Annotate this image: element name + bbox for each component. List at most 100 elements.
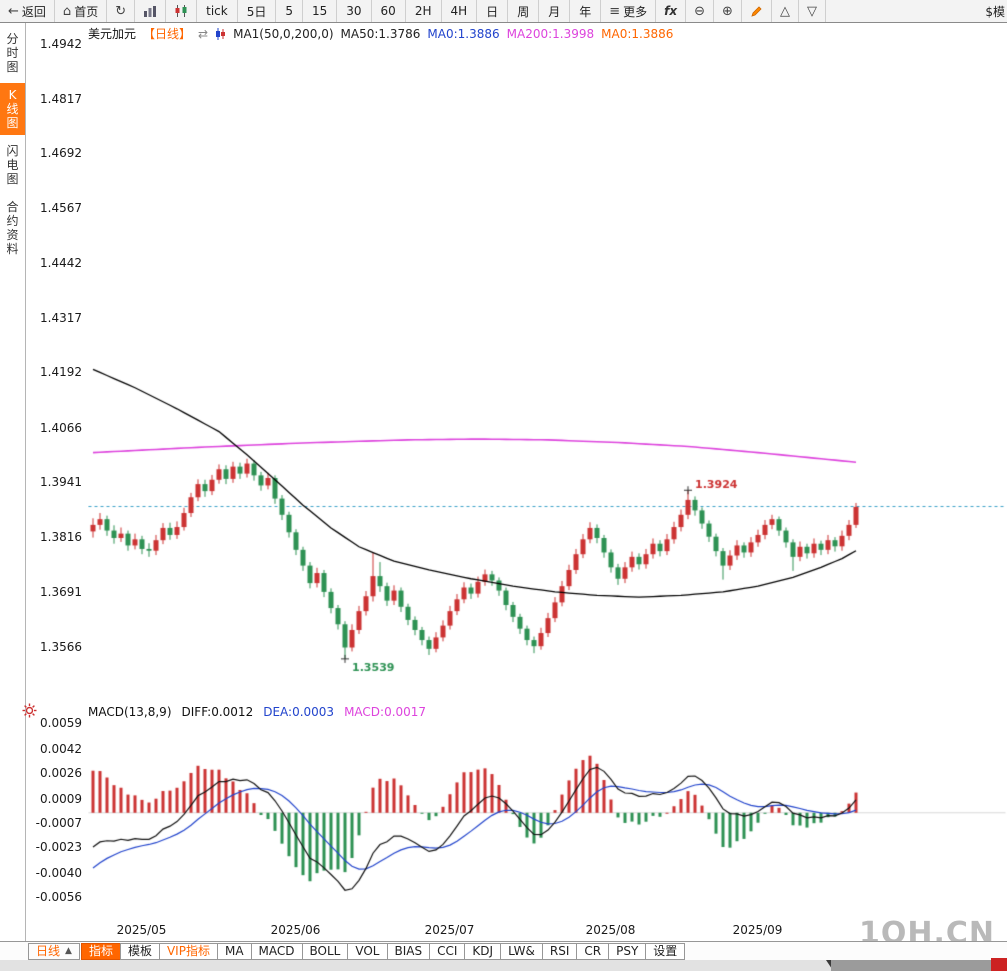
- draw-tool-button[interactable]: [742, 0, 772, 22]
- timeshare-chart-button[interactable]: [135, 0, 167, 22]
- period-2h-button[interactable]: 2H: [406, 0, 442, 22]
- price-axis-label: 1.3691: [40, 584, 82, 599]
- price-axis-label: 1.4442: [40, 255, 82, 270]
- period-15-button[interactable]: 15: [303, 0, 338, 22]
- period-60-button-label: 60: [380, 4, 396, 18]
- period-week-button[interactable]: 周: [508, 0, 540, 22]
- macd-axis-label: 0.0042: [40, 741, 82, 756]
- sidebar-item-char: K: [8, 88, 17, 102]
- price-axis-label: 1.3816: [40, 530, 82, 545]
- period-week-button-label: 周: [517, 4, 530, 19]
- price-axis-label: 1.4317: [40, 310, 82, 325]
- more-button[interactable]: ≡ 更多: [601, 0, 657, 22]
- indicator-tab-VOL[interactable]: VOL: [347, 943, 388, 960]
- indicator-tab-BIAS[interactable]: BIAS: [386, 943, 431, 960]
- period-dropdown[interactable]: 日线 ▲: [28, 943, 80, 960]
- scrollbar-handle[interactable]: [831, 960, 991, 971]
- macd-axis-label: 0.0026: [40, 765, 82, 780]
- indicator-tab-设置[interactable]: 设置: [645, 943, 686, 960]
- price-axis-label: 1.3566: [40, 639, 82, 654]
- zoom-in-button[interactable]: ⊕: [714, 0, 742, 22]
- indicator-tab-模板[interactable]: 模板: [119, 943, 160, 960]
- fx-button[interactable]: fx: [656, 0, 687, 22]
- horizontal-scrollbar[interactable]: [0, 958, 1007, 971]
- period-30-button-label: 30: [346, 4, 362, 18]
- period-5-button-label: 5: [285, 4, 293, 18]
- indicator-tab-PSY[interactable]: PSY: [608, 943, 647, 960]
- macd-axis-label: 0.0009: [40, 791, 82, 806]
- indicator-tab-KDJ[interactable]: KDJ: [464, 943, 502, 960]
- time-axis-label: 2025/07: [424, 923, 475, 937]
- indicator-tab-CR[interactable]: CR: [576, 943, 610, 960]
- macd-axis-label: -0.0056: [35, 889, 82, 904]
- macd-axis-label: -0.0007: [35, 815, 82, 830]
- pattern-down-button[interactable]: ▽: [799, 0, 826, 22]
- back-button[interactable]: ← 返回: [0, 0, 55, 22]
- macd-axis-label: 0.0059: [40, 716, 82, 731]
- indicator-tab-bar: 日线 ▲ 指标 模板 VIP指标 MA MACD BOLL VOL BIAS CCI KDJ LW&…: [0, 941, 1007, 961]
- period-day-button-label: 日: [486, 4, 499, 19]
- indicator-tab-CCI[interactable]: CCI: [429, 943, 466, 960]
- sidebar-item-合约资料[interactable]: 合约资料: [0, 195, 25, 261]
- indicator-tab-VIP指标[interactable]: VIP指标: [158, 943, 218, 960]
- sidebar-item-char: 时: [6, 46, 19, 60]
- home-button-label: 首页: [74, 4, 99, 19]
- period-year-button-label: 年: [579, 4, 592, 19]
- sidebar-item-char: 闪: [6, 144, 19, 158]
- period-4h-button[interactable]: 4H: [442, 0, 478, 22]
- macd-chart[interactable]: [88, 712, 1007, 908]
- pattern-up-button[interactable]: △: [772, 0, 799, 22]
- time-axis-label: 2025/05: [116, 923, 167, 937]
- period-month-button[interactable]: 月: [539, 0, 571, 22]
- bar-chart-icon: [143, 5, 157, 17]
- indicator-tabs: 指标 模板 VIP指标 MA MACD BOLL VOL BIAS CCI KDJ LW& RSI CR…: [80, 943, 686, 960]
- refresh-button[interactable]: ↻: [107, 0, 136, 22]
- indicator-tab-MACD[interactable]: MACD: [250, 943, 303, 960]
- fx-button-label: fx: [664, 4, 678, 18]
- period-30-button[interactable]: 30: [337, 0, 372, 22]
- candlestick-chart[interactable]: [88, 36, 1007, 700]
- price-axis-label: 1.4567: [40, 201, 82, 216]
- symbol-switch-icon[interactable]: ⇄: [198, 26, 209, 41]
- period-day-button[interactable]: 日: [477, 0, 509, 22]
- sidebar-item-char: 料: [6, 242, 19, 256]
- zoom-out-icon: ⊖: [694, 3, 706, 19]
- period-year-button[interactable]: 年: [570, 0, 602, 22]
- sidebar-item-闪电图[interactable]: 闪电图: [0, 139, 25, 191]
- scrollbar-end-button[interactable]: [991, 958, 1007, 971]
- period-tick-button-label: tick: [206, 4, 228, 18]
- period-tick-button[interactable]: tick: [197, 0, 238, 22]
- period-60-button[interactable]: 60: [372, 0, 406, 22]
- sidebar-item-char: 图: [6, 60, 19, 74]
- sim-trade-button[interactable]: $模: [977, 0, 1007, 22]
- sidebar-item-分时图[interactable]: 分时图: [0, 27, 25, 79]
- period-dropdown-label: 日线: [36, 944, 61, 958]
- indicator-settings-icon[interactable]: [22, 703, 37, 718]
- sidebar-item-char: 分: [6, 32, 19, 46]
- indicator-tab-MA[interactable]: MA: [216, 943, 252, 960]
- indicator-tab-指标[interactable]: 指标: [80, 943, 121, 960]
- sidebar-item-char: 图: [6, 172, 19, 186]
- home-icon: ⌂: [62, 3, 72, 19]
- home-button[interactable]: ⌂ 首页: [55, 0, 108, 22]
- sidebar-item-char: 约: [6, 214, 19, 228]
- zoom-out-button[interactable]: ⊖: [686, 0, 715, 22]
- indicator-tab-LW&[interactable]: LW&: [500, 943, 543, 960]
- period-5d-button-label: 5日: [246, 4, 267, 19]
- sidebar-item-char: 电: [6, 158, 19, 172]
- sim-trade-button-label: $模: [985, 4, 1005, 19]
- period-5d-button[interactable]: 5日: [238, 0, 277, 22]
- sidebar-item-char: 合: [6, 200, 19, 214]
- period-5-button[interactable]: 5: [276, 0, 303, 22]
- sidebar-item-char: 图: [6, 116, 19, 130]
- indicator-tab-RSI[interactable]: RSI: [541, 943, 578, 960]
- indicator-tab-BOLL[interactable]: BOLL: [301, 943, 349, 960]
- price-axis-label: 1.4817: [40, 91, 82, 106]
- kline-chart-button[interactable]: [166, 0, 198, 22]
- pencil-icon: [750, 5, 763, 18]
- price-axis-label: 1.3941: [40, 475, 82, 490]
- caret-up-icon: ▲: [65, 946, 72, 956]
